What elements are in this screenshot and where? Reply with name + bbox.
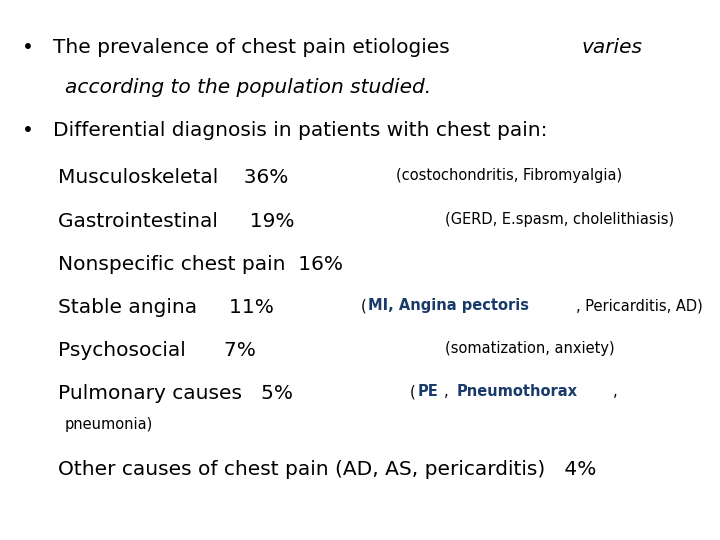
Text: •   The prevalence of chest pain etiologies: • The prevalence of chest pain etiologie… xyxy=(22,38,456,57)
Text: according to the population studied.: according to the population studied. xyxy=(65,78,431,97)
Text: Pneumothorax: Pneumothorax xyxy=(456,384,577,400)
Text: (: ( xyxy=(361,298,366,313)
Text: •   Differential diagnosis in patients with chest pain:: • Differential diagnosis in patients wit… xyxy=(22,122,547,140)
Text: Musculoskeletal    36%: Musculoskeletal 36% xyxy=(58,168,320,187)
Text: pneumonia): pneumonia) xyxy=(65,417,153,432)
Text: (GERD, E.spasm, cholelithiasis): (GERD, E.spasm, cholelithiasis) xyxy=(445,212,674,227)
Text: ,: , xyxy=(444,384,454,400)
Text: ,: , xyxy=(613,384,617,400)
Text: (costochondritis, Fibromyalgia): (costochondritis, Fibromyalgia) xyxy=(396,168,622,184)
Text: Pulmonary causes   5%: Pulmonary causes 5% xyxy=(58,384,331,403)
Text: , Pericarditis, AD): , Pericarditis, AD) xyxy=(576,298,703,313)
Text: (somatization, anxiety): (somatization, anxiety) xyxy=(444,341,614,356)
Text: Other causes of chest pain (AD, AS, pericarditis)   4%: Other causes of chest pain (AD, AS, peri… xyxy=(58,460,596,479)
Text: (: ( xyxy=(410,384,416,400)
Text: Nonspecific chest pain  16%: Nonspecific chest pain 16% xyxy=(58,255,343,274)
Text: Psychosocial      7%: Psychosocial 7% xyxy=(58,341,357,360)
Text: varies: varies xyxy=(582,38,643,57)
Text: MI, Angina pectoris: MI, Angina pectoris xyxy=(368,298,529,313)
Text: Gastrointestinal     19%: Gastrointestinal 19% xyxy=(58,212,358,231)
Text: PE: PE xyxy=(418,384,438,400)
Text: Stable angina     11%: Stable angina 11% xyxy=(58,298,292,317)
